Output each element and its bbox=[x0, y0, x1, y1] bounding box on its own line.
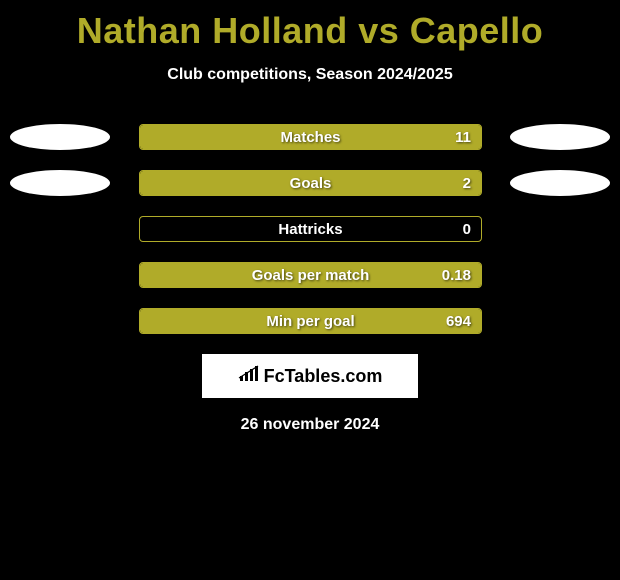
stat-row-goals-per-match: Goals per match 0.18 bbox=[0, 262, 620, 288]
bar-label: Matches bbox=[140, 125, 481, 150]
bar-matches: Matches 11 bbox=[139, 124, 482, 150]
page-title: Nathan Holland vs Capello bbox=[0, 0, 620, 52]
bar-value: 11 bbox=[455, 125, 471, 150]
logo-text: FcTables.com bbox=[264, 366, 383, 387]
bar-chart-icon bbox=[238, 365, 260, 388]
bar-value: 2 bbox=[463, 171, 471, 196]
left-ellipse-icon bbox=[10, 124, 110, 150]
bar-goals: Goals 2 bbox=[139, 170, 482, 196]
bar-label: Goals per match bbox=[140, 263, 481, 288]
date-text: 26 november 2024 bbox=[0, 416, 620, 434]
bar-hattricks: Hattricks 0 bbox=[139, 216, 482, 242]
bar-label: Goals bbox=[140, 171, 481, 196]
bar-min-per-goal: Min per goal 694 bbox=[139, 308, 482, 334]
bar-label: Min per goal bbox=[140, 309, 481, 334]
logo: FcTables.com bbox=[238, 365, 383, 388]
right-ellipse-icon bbox=[510, 124, 610, 150]
bar-value: 694 bbox=[446, 309, 471, 334]
bar-label: Hattricks bbox=[140, 217, 481, 242]
stat-row-min-per-goal: Min per goal 694 bbox=[0, 308, 620, 334]
stat-row-goals: Goals 2 bbox=[0, 170, 620, 196]
left-ellipse-icon bbox=[10, 170, 110, 196]
bar-goals-per-match: Goals per match 0.18 bbox=[139, 262, 482, 288]
stat-row-hattricks: Hattricks 0 bbox=[0, 216, 620, 242]
stat-row-matches: Matches 11 bbox=[0, 124, 620, 150]
bar-value: 0 bbox=[463, 217, 471, 242]
subtitle: Club competitions, Season 2024/2025 bbox=[0, 66, 620, 84]
bar-value: 0.18 bbox=[442, 263, 471, 288]
stat-rows: Matches 11 Goals 2 Hattricks 0 Goals per… bbox=[0, 124, 620, 334]
right-ellipse-icon bbox=[510, 170, 610, 196]
logo-box: FcTables.com bbox=[202, 354, 418, 398]
